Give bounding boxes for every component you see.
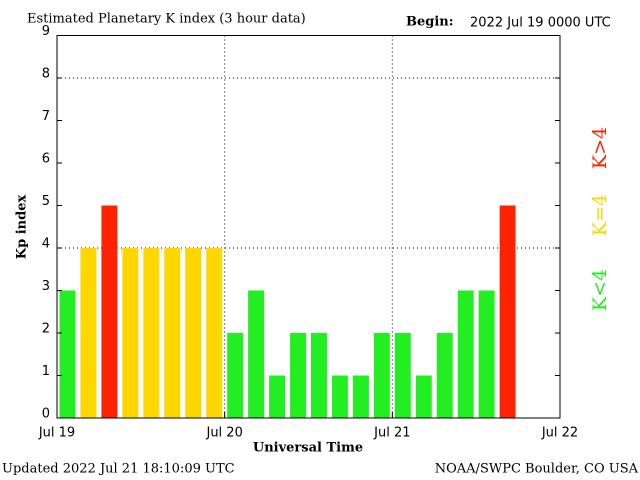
y-tick-label: 5 — [42, 194, 50, 209]
legend-entry: K<4 — [589, 269, 611, 311]
legend-entry: K>4 — [589, 127, 611, 169]
begin-label: Begin: — [406, 15, 454, 30]
x-tick-label: Jul 20 — [205, 426, 242, 441]
bar — [164, 248, 181, 418]
source: NOAA/SWPC Boulder, CO USA — [435, 462, 639, 477]
bar — [311, 333, 327, 418]
bar — [331, 375, 348, 418]
bar — [269, 375, 286, 418]
bar — [457, 290, 474, 418]
bar — [143, 248, 160, 418]
bar — [373, 333, 390, 418]
x-axis-label: Universal Time — [253, 441, 363, 456]
plot-frame — [56, 35, 561, 419]
x-tick-label: Jul 19 — [38, 426, 75, 441]
y-tick-label: 9 — [42, 24, 50, 39]
updated: Updated 2022 Jul 21 18:10:09 UTC — [2, 462, 235, 477]
bar — [290, 333, 306, 418]
bar — [80, 248, 97, 418]
bar — [206, 248, 223, 418]
bar — [499, 205, 516, 418]
bar — [352, 375, 369, 418]
y-tick-label: 2 — [42, 322, 50, 337]
bar — [59, 290, 76, 418]
bar — [227, 333, 244, 418]
bar — [478, 290, 495, 418]
bar — [101, 205, 118, 418]
y-tick-label: 4 — [42, 237, 50, 252]
y-tick-label: 8 — [42, 67, 50, 82]
chart-title: Estimated Planetary K index (3 hour data… — [27, 12, 306, 27]
x-tick-label: Jul 22 — [541, 426, 578, 441]
y-tick-label: 6 — [42, 152, 50, 167]
bar — [122, 248, 139, 418]
begin-value: 2022 Jul 19 0000 UTC — [470, 16, 611, 31]
y-tick-label: 7 — [42, 109, 50, 124]
y-tick-label: 1 — [42, 364, 50, 379]
legend-entry: K=4 — [589, 194, 611, 236]
bar — [436, 333, 453, 418]
y-tick-label: 0 — [42, 407, 50, 422]
y-tick-label: 3 — [42, 279, 50, 294]
y-axis-label: Kp index — [15, 195, 30, 260]
bar — [394, 333, 411, 418]
bar — [415, 375, 432, 418]
bar — [248, 290, 265, 418]
bar — [185, 248, 202, 418]
x-tick-label: Jul 21 — [373, 426, 410, 441]
